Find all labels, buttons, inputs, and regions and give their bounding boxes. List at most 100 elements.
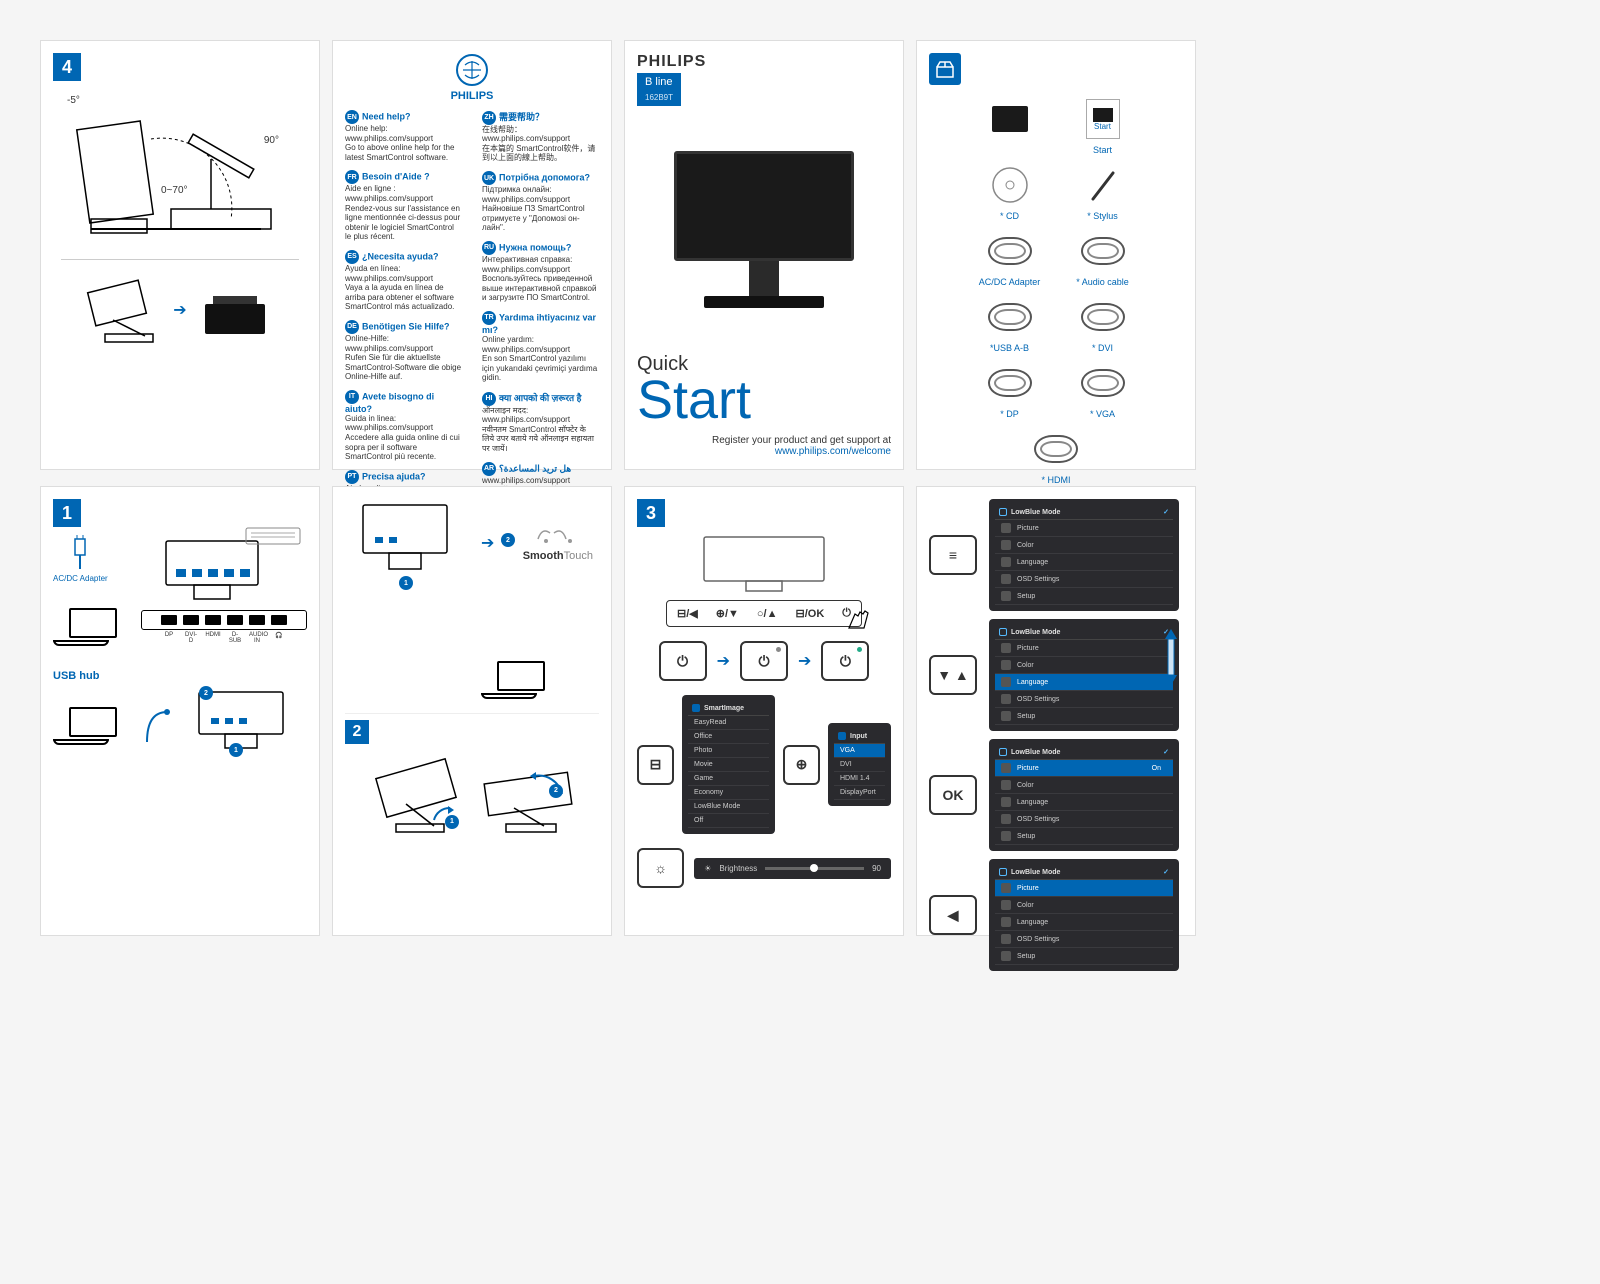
- help-lang-item: TRYardıma ihtiyacınız var mı? Online yar…: [482, 311, 599, 383]
- port-audio in: [249, 615, 265, 625]
- arrow-icon: ➔: [798, 651, 811, 671]
- menu-item[interactable]: Language: [995, 794, 1173, 811]
- accessory-item: StartStart: [1065, 97, 1140, 155]
- osd-btn[interactable]: ⊕/▼: [716, 607, 739, 620]
- menu-item[interactable]: Language: [995, 914, 1173, 931]
- power-btn-1[interactable]: ⏻: [659, 641, 707, 681]
- power-btn-2[interactable]: ⏻: [740, 641, 788, 681]
- callout-2: 2: [199, 686, 213, 700]
- power-btn-3[interactable]: ⏻: [821, 641, 869, 681]
- help-lang-item: HIक्या आपको की ज़रूरत है ऑनलाइन मदद: www…: [482, 391, 599, 454]
- menu-item[interactable]: OSD Settings: [995, 931, 1173, 948]
- osd-btn[interactable]: ⊟/◀: [677, 607, 698, 620]
- menu-item[interactable]: Setup: [995, 948, 1173, 965]
- smartimage-btn[interactable]: ⊟: [637, 745, 674, 785]
- menu-item[interactable]: PictureOn: [995, 760, 1173, 777]
- menu-item[interactable]: Picture: [995, 520, 1173, 537]
- menu-item[interactable]: Photo: [688, 744, 769, 758]
- accessory-item: AC/DC Adapter: [972, 229, 1047, 287]
- port-label: DP: [161, 632, 177, 644]
- menu-item[interactable]: Picture: [995, 880, 1173, 897]
- laptop-icon-3: [481, 661, 561, 699]
- pointer-hand-icon: [843, 608, 873, 636]
- port-label: D-SUB: [227, 632, 243, 644]
- callout-2c: 2: [549, 784, 563, 798]
- menu-item[interactable]: OSD Settings: [995, 691, 1173, 708]
- brightness-icon: ☀: [704, 864, 711, 873]
- menu-btn[interactable]: ≡: [929, 535, 977, 575]
- menu-item[interactable]: Economy: [688, 786, 769, 800]
- osd-button-row: ⊟/◀⊕/▼○/▲⊟/OK⏻: [666, 600, 862, 627]
- menu-item[interactable]: Setup: [995, 708, 1173, 725]
- menu-item[interactable]: DisplayPort: [834, 786, 885, 800]
- cover-brand: PHILIPS: [637, 53, 891, 71]
- step-number-2: 2: [345, 720, 369, 744]
- help-lang-item: FRBesoin d'Aide ? Aide en ligne : www.ph…: [345, 170, 462, 242]
- arrow-icon: ➔: [481, 533, 494, 553]
- menu-item[interactable]: EasyRead: [688, 716, 769, 730]
- help-lang-item: ES¿Necesita ayuda? Ayuda en línea: www.p…: [345, 250, 462, 312]
- port-label: HDMI: [205, 632, 221, 644]
- panel-step-1: 1 AC/DC Adapter: [40, 486, 320, 936]
- menu-item[interactable]: VGA: [834, 744, 885, 758]
- menu-item[interactable]: Movie: [688, 758, 769, 772]
- menu-item[interactable]: Setup: [995, 828, 1173, 845]
- menu-item[interactable]: Language: [995, 554, 1173, 571]
- menu-item[interactable]: LowBlue Mode: [688, 800, 769, 814]
- welcome-link[interactable]: www.philips.com/welcome: [637, 446, 891, 457]
- menu-item[interactable]: OSD Settings: [995, 571, 1173, 588]
- osd-btn[interactable]: ○/▲: [757, 608, 778, 620]
- menu-item[interactable]: DVI: [834, 758, 885, 772]
- help-lang-item: UKПотрібна допомога? Підтримка онлайн: w…: [482, 171, 599, 233]
- cover-model: 162B9T: [637, 91, 681, 106]
- step-number-1: 1: [53, 499, 81, 527]
- brightness-slider[interactable]: ☀ Brightness 90: [694, 858, 891, 879]
- osd-menu-1: LowBlue Mode✓PictureColorLanguageOSD Set…: [989, 499, 1179, 611]
- menu-item[interactable]: Picture: [995, 640, 1173, 657]
- callout-2b: 2: [501, 533, 515, 547]
- osd-menu-4: LowBlue Mode✓PictureColorLanguageOSD Set…: [989, 859, 1179, 971]
- menu-item[interactable]: Color: [995, 537, 1173, 554]
- menu-item[interactable]: Game: [688, 772, 769, 786]
- cover-start: Start: [637, 376, 891, 425]
- usb-cable-icon: [143, 706, 171, 746]
- ok-btn[interactable]: OK: [929, 775, 977, 815]
- menu-item[interactable]: Color: [995, 777, 1173, 794]
- nav-updown-btn[interactable]: ▼ ▲: [929, 655, 977, 695]
- osd-btn[interactable]: ⊟/OK: [796, 607, 825, 620]
- menu-item[interactable]: HDMI 1.4: [834, 772, 885, 786]
- menu-item[interactable]: Language: [995, 674, 1173, 691]
- menu-item[interactable]: Off: [688, 814, 769, 828]
- step-number-3: 3: [637, 499, 665, 527]
- help-lang-item: DEBenötigen Sie Hilfe? Online-Hilfe: www…: [345, 320, 462, 382]
- osd-menu-3: LowBlue Mode✓PictureOnColorLanguageOSD S…: [989, 739, 1179, 851]
- input-btn[interactable]: ⊕: [783, 745, 820, 785]
- back-btn[interactable]: ◀: [929, 895, 977, 935]
- input-menu: InputVGADVIHDMI 1.4DisplayPort: [828, 723, 891, 806]
- unbox-icon: [929, 53, 961, 85]
- osd-monitor-diagram: [684, 533, 844, 597]
- help-lang-item: RUНужна помощь? Интерактивная справка: w…: [482, 241, 599, 303]
- osd-menu-2: LowBlue Mode✓PictureColorLanguageOSD Set…: [989, 619, 1179, 731]
- arrow-icon: ➔: [717, 651, 730, 671]
- menu-item[interactable]: Office: [688, 730, 769, 744]
- tilt-diagram: [61, 89, 301, 239]
- menu-item[interactable]: Color: [995, 897, 1173, 914]
- port-d-sub: [227, 615, 243, 625]
- panel-help: PHILIPS ENNeed help? Online help: www.ph…: [332, 40, 612, 470]
- panel-step-4: 4 -5° 90° 0~70°: [40, 40, 320, 470]
- menu-item[interactable]: OSD Settings: [995, 811, 1173, 828]
- accessory-item: * DP: [972, 361, 1047, 419]
- brightness-label: Brightness: [719, 864, 757, 873]
- adapter-label: AC/DC Adapter: [53, 574, 108, 584]
- menu-item[interactable]: Setup: [995, 588, 1173, 605]
- port-label: AUDIO IN: [249, 632, 265, 644]
- accessory-item: * DVI: [1065, 295, 1140, 353]
- panel-accessories: StartStart* CD* StylusAC/DC Adapter* Aud…: [916, 40, 1196, 470]
- help-lang-item: ITAvete bisogno di aiuto? Guida in linea…: [345, 390, 462, 462]
- accessory-item: * Audio cable: [1065, 229, 1140, 287]
- brightness-btn[interactable]: ☼: [637, 848, 684, 888]
- tilt-neg-label: -5°: [67, 95, 80, 106]
- menu-item[interactable]: Color: [995, 657, 1173, 674]
- monitor-hero: [674, 151, 854, 308]
